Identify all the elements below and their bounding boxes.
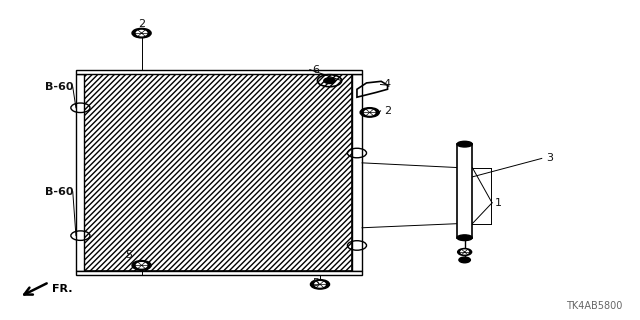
Ellipse shape: [457, 141, 472, 147]
Circle shape: [360, 108, 380, 117]
Text: ACURA: ACURA: [138, 130, 299, 172]
Text: B-60: B-60: [45, 82, 73, 92]
Bar: [76, 271, 362, 275]
Circle shape: [136, 263, 147, 268]
Circle shape: [324, 78, 335, 84]
Text: 5: 5: [125, 250, 132, 260]
Circle shape: [136, 30, 147, 36]
Text: B-60: B-60: [45, 187, 73, 197]
Circle shape: [461, 250, 468, 254]
Text: 1: 1: [495, 198, 502, 208]
Bar: [76, 70, 362, 74]
Circle shape: [132, 28, 151, 38]
Text: 2: 2: [384, 106, 391, 116]
Text: 4: 4: [384, 79, 391, 89]
Text: TK4AB5800: TK4AB5800: [566, 301, 623, 311]
Circle shape: [310, 280, 330, 289]
Circle shape: [315, 282, 325, 287]
Circle shape: [459, 257, 470, 263]
Bar: [76, 74, 84, 271]
Text: 6: 6: [312, 65, 319, 75]
Text: 5: 5: [312, 278, 319, 288]
Bar: [457, 144, 472, 238]
Bar: [352, 74, 362, 271]
Ellipse shape: [457, 235, 472, 241]
Text: FR.: FR.: [52, 284, 73, 294]
Circle shape: [132, 260, 151, 270]
Circle shape: [364, 110, 375, 115]
Text: 2: 2: [138, 19, 145, 28]
Circle shape: [458, 249, 472, 255]
Text: 3: 3: [546, 153, 553, 164]
Bar: [84, 74, 352, 271]
